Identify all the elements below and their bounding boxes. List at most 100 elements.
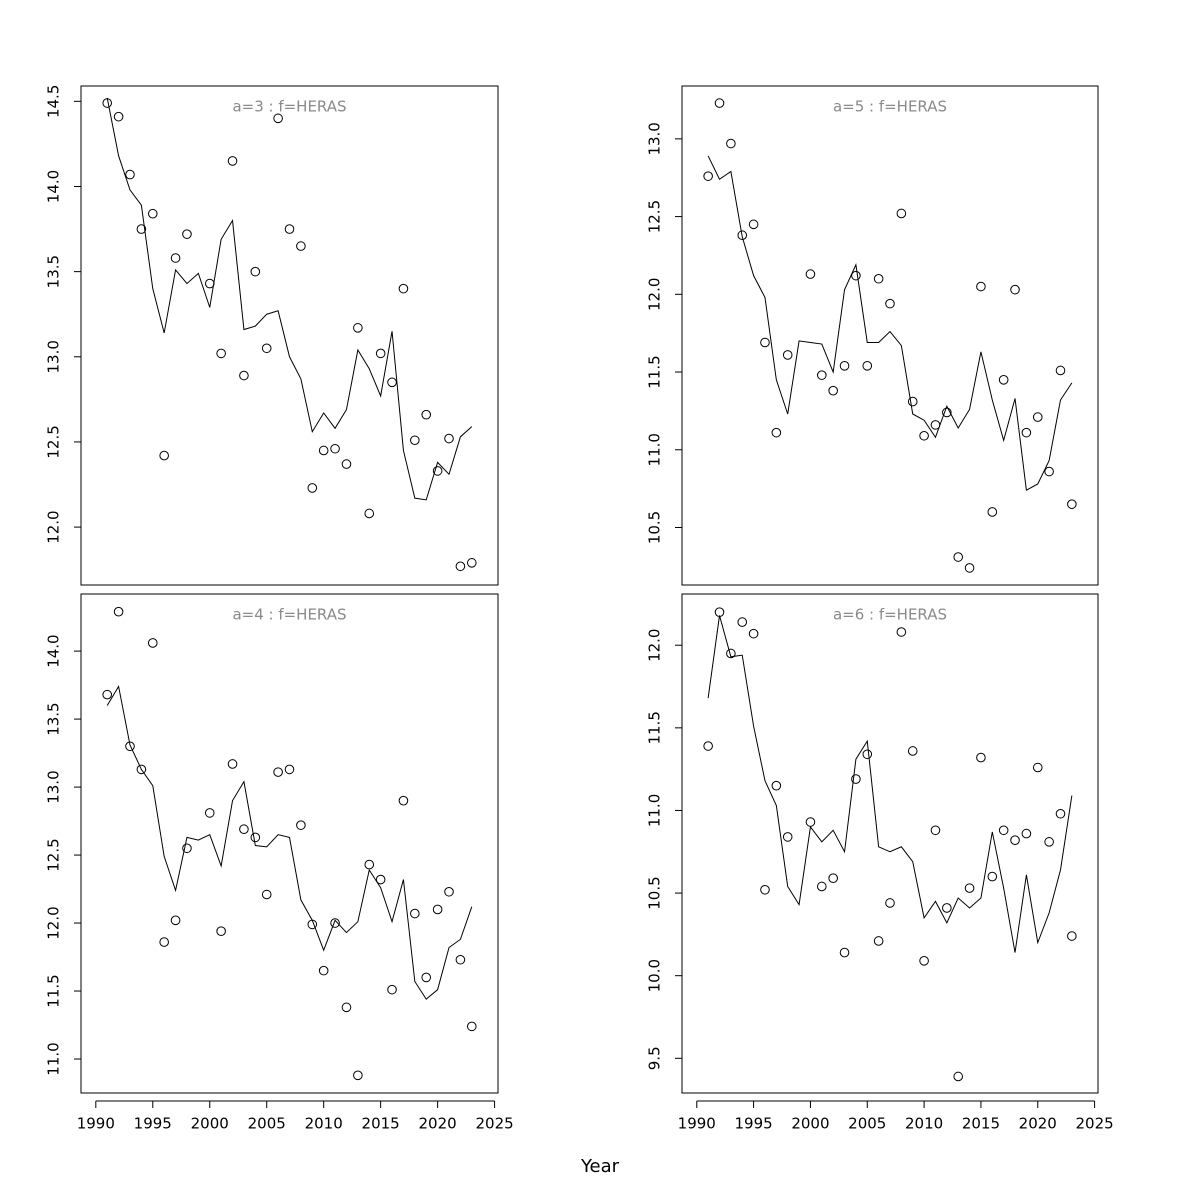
x-tick-label: 2010: [305, 1115, 343, 1133]
y-tick-label: 12.0: [646, 278, 664, 311]
data-point: [250, 266, 261, 277]
data-point: [839, 947, 850, 958]
data-point: [726, 138, 736, 149]
y-tick-label: 13.0: [45, 340, 63, 373]
fitted-line: [106, 685, 473, 1000]
data-point: [330, 443, 340, 454]
data-point: [296, 241, 306, 251]
y-tick-label: 12.0: [45, 510, 63, 543]
data-point: [987, 507, 998, 517]
data-point: [250, 832, 261, 843]
data-point: [907, 396, 918, 407]
y-tick-label: 11.5: [646, 355, 664, 388]
data-point: [387, 984, 397, 995]
data-point: [432, 904, 443, 915]
plot-frame: [681, 593, 1099, 1094]
data-point: [444, 433, 454, 444]
data-point: [885, 298, 895, 309]
plot-frame: [80, 593, 499, 1094]
data-point: [102, 689, 113, 700]
data-point: [364, 859, 375, 870]
data-point: [1032, 412, 1043, 422]
y-tick-label: 14.0: [45, 634, 63, 667]
y-tick-label: 11.0: [45, 1042, 63, 1075]
data-point: [170, 253, 181, 263]
data-point: [953, 1071, 963, 1082]
data-point: [817, 881, 827, 892]
panel-title: a=5 : f=HERAS: [833, 98, 947, 116]
x-tick-label: 2000: [791, 1115, 829, 1133]
x-tick-label: 2010: [905, 1115, 943, 1133]
data-point: [942, 407, 952, 418]
data-point: [737, 617, 748, 627]
data-point: [444, 886, 454, 897]
data-point: [748, 219, 759, 230]
data-point: [216, 348, 226, 359]
data-point: [227, 156, 238, 166]
x-tick-label: 2015: [362, 1115, 400, 1133]
x-tick-label: 1990: [77, 1115, 115, 1133]
data-point: [760, 337, 770, 348]
data-point: [136, 224, 147, 234]
data-point: [782, 832, 793, 842]
y-tick-label: 10.0: [646, 959, 664, 992]
data-point: [1067, 931, 1077, 941]
data-point: [805, 269, 816, 279]
data-point: [873, 273, 884, 284]
data-point: [341, 1002, 352, 1013]
y-tick-label: 12.5: [45, 838, 63, 871]
y-tick-label: 11.0: [646, 433, 664, 466]
data-point: [873, 936, 884, 946]
data-point: [147, 638, 158, 648]
data-point: [737, 230, 748, 241]
x-tick-label: 2020: [419, 1115, 457, 1133]
data-point: [976, 281, 986, 292]
data-point: [387, 377, 397, 388]
data-point: [375, 348, 386, 359]
data-point: [113, 606, 124, 617]
data-point: [851, 270, 861, 281]
y-tick-label: 11.5: [646, 711, 664, 744]
x-tick-label: 2005: [248, 1115, 286, 1133]
x-axis-label: Year: [580, 1156, 620, 1177]
x-tick-label: 2005: [848, 1115, 886, 1133]
y-tick-label: 9.5: [646, 1046, 664, 1070]
plot-frame: [80, 85, 499, 586]
data-point: [964, 883, 975, 893]
data-point: [421, 409, 432, 420]
y-tick-label: 13.5: [45, 255, 63, 288]
data-point: [703, 171, 713, 181]
y-tick-label: 11.5: [45, 974, 63, 1007]
data-point: [839, 361, 850, 371]
data-point: [964, 563, 975, 573]
y-tick-label: 13.0: [646, 122, 664, 155]
data-point: [466, 558, 477, 568]
x-tick-label: 1990: [678, 1115, 716, 1133]
data-point: [239, 824, 249, 835]
y-tick-label: 12.0: [45, 906, 63, 939]
data-point: [182, 229, 192, 239]
data-point: [216, 926, 226, 936]
y-tick-label: 12.0: [646, 629, 664, 662]
data-point: [398, 795, 409, 806]
x-tick-label: 2000: [191, 1115, 229, 1133]
data-point: [942, 903, 952, 913]
data-point: [896, 208, 907, 219]
data-point: [432, 466, 443, 476]
y-tick-label: 13.0: [45, 770, 63, 803]
data-point: [375, 874, 386, 885]
data-point: [353, 323, 363, 333]
data-point: [851, 774, 861, 784]
data-point: [1010, 835, 1020, 845]
data-point: [398, 283, 409, 294]
data-point: [261, 889, 272, 900]
data-point: [885, 898, 895, 908]
y-tick-label: 12.5: [45, 425, 63, 458]
data-point: [330, 918, 340, 928]
data-point: [182, 843, 192, 854]
data-point: [953, 552, 963, 562]
data-point: [987, 871, 998, 882]
data-point: [998, 375, 1009, 385]
